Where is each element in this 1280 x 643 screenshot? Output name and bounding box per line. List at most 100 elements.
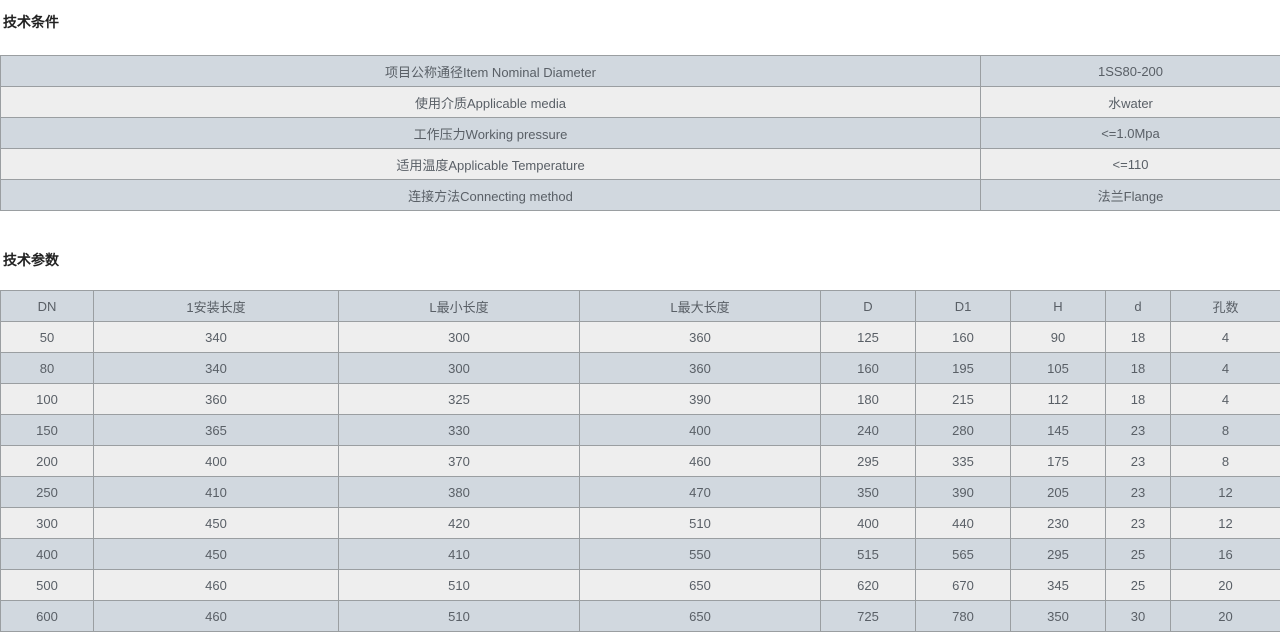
parameters-cell: 460 xyxy=(93,569,339,601)
parameters-cell: 295 xyxy=(1010,538,1106,570)
condition-label: 连接方法Connecting method xyxy=(0,179,981,211)
parameters-cell: 25 xyxy=(1105,538,1171,570)
parameters-cell: 330 xyxy=(338,414,580,446)
condition-row: 连接方法Connecting method 法兰Flange xyxy=(0,179,1280,211)
parameters-cell: 565 xyxy=(915,538,1011,570)
parameters-header-cell: d xyxy=(1105,290,1171,322)
parameters-cell: 510 xyxy=(338,569,580,601)
parameters-cell: 460 xyxy=(93,600,339,632)
parameters-cell: 300 xyxy=(338,352,580,384)
parameters-cell: 350 xyxy=(1010,600,1106,632)
condition-label: 适用温度Applicable Temperature xyxy=(0,148,981,180)
condition-row: 工作压力Working pressure <=1.0Mpa xyxy=(0,117,1280,149)
parameters-cell: 450 xyxy=(93,538,339,570)
condition-row: 项目公称通径Item Nominal Diameter 1SS80-200 xyxy=(0,55,1280,87)
parameters-cell: 200 xyxy=(0,445,94,477)
parameters-cell: 410 xyxy=(338,538,580,570)
parameters-header-cell: DN xyxy=(0,290,94,322)
parameters-cell: 335 xyxy=(915,445,1011,477)
parameters-cell: 150 xyxy=(0,414,94,446)
parameters-cell: 360 xyxy=(579,352,821,384)
parameters-cell: 90 xyxy=(1010,321,1106,353)
parameters-cell: 23 xyxy=(1105,507,1171,539)
parameters-row: 200 400 370 460 295 335 175 23 8 xyxy=(0,445,1280,477)
parameters-cell: 360 xyxy=(93,383,339,415)
parameters-cell: 18 xyxy=(1105,352,1171,384)
parameters-cell: 12 xyxy=(1170,476,1280,508)
parameters-cell: 450 xyxy=(93,507,339,539)
section-title-technical-conditions: 技术条件 xyxy=(3,14,59,30)
parameters-cell: 380 xyxy=(338,476,580,508)
parameters-cell: 510 xyxy=(579,507,821,539)
parameters-cell: 360 xyxy=(579,321,821,353)
parameters-cell: 470 xyxy=(579,476,821,508)
parameters-header-cell: D xyxy=(820,290,916,322)
parameters-cell: 650 xyxy=(579,600,821,632)
parameters-cell: 105 xyxy=(1010,352,1106,384)
parameters-cell: 25 xyxy=(1105,569,1171,601)
condition-label: 工作压力Working pressure xyxy=(0,117,981,149)
parameters-cell: 460 xyxy=(579,445,821,477)
parameters-cell: 300 xyxy=(338,321,580,353)
parameters-cell: 215 xyxy=(915,383,1011,415)
parameters-cell: 18 xyxy=(1105,321,1171,353)
parameters-cell: 175 xyxy=(1010,445,1106,477)
parameters-cell: 725 xyxy=(820,600,916,632)
parameters-cell: 240 xyxy=(820,414,916,446)
parameters-cell: 510 xyxy=(338,600,580,632)
parameters-cell: 600 xyxy=(0,600,94,632)
parameters-cell: 195 xyxy=(915,352,1011,384)
parameters-cell: 23 xyxy=(1105,414,1171,446)
parameters-cell: 670 xyxy=(915,569,1011,601)
parameters-row: 300 450 420 510 400 440 230 23 12 xyxy=(0,507,1280,539)
parameters-cell: 23 xyxy=(1105,476,1171,508)
condition-value: <=110 xyxy=(980,148,1280,180)
condition-value: 1SS80-200 xyxy=(980,55,1280,87)
parameters-cell: 205 xyxy=(1010,476,1106,508)
parameters-row: 80 340 300 360 160 195 105 18 4 xyxy=(0,352,1280,384)
technical-conditions-table: 项目公称通径Item Nominal Diameter 1SS80-200 使用介质… xyxy=(0,55,1280,211)
parameters-cell: 250 xyxy=(0,476,94,508)
parameters-cell: 112 xyxy=(1010,383,1106,415)
parameters-header-cell: D1 xyxy=(915,290,1011,322)
parameters-header-cell: 1安装长度 xyxy=(93,290,339,322)
parameters-cell: 4 xyxy=(1170,383,1280,415)
parameters-cell: 30 xyxy=(1105,600,1171,632)
parameters-cell: 620 xyxy=(820,569,916,601)
parameters-cell: 550 xyxy=(579,538,821,570)
parameters-cell: 4 xyxy=(1170,352,1280,384)
parameters-row: 250 410 380 470 350 390 205 23 12 xyxy=(0,476,1280,508)
parameters-cell: 345 xyxy=(1010,569,1106,601)
parameters-cell: 500 xyxy=(0,569,94,601)
parameters-cell: 80 xyxy=(0,352,94,384)
parameters-cell: 280 xyxy=(915,414,1011,446)
parameters-cell: 20 xyxy=(1170,569,1280,601)
parameters-cell: 400 xyxy=(93,445,339,477)
parameters-cell: 145 xyxy=(1010,414,1106,446)
parameters-header-cell: L最小长度 xyxy=(338,290,580,322)
parameters-cell: 4 xyxy=(1170,321,1280,353)
condition-row: 适用温度Applicable Temperature <=110 xyxy=(0,148,1280,180)
condition-label: 使用介质Applicable media xyxy=(0,86,981,118)
parameters-cell: 340 xyxy=(93,352,339,384)
parameters-row: 150 365 330 400 240 280 145 23 8 xyxy=(0,414,1280,446)
parameters-cell: 230 xyxy=(1010,507,1106,539)
parameters-row: 100 360 325 390 180 215 112 18 4 xyxy=(0,383,1280,415)
parameters-cell: 8 xyxy=(1170,445,1280,477)
parameters-cell: 350 xyxy=(820,476,916,508)
parameters-header-cell: H xyxy=(1010,290,1106,322)
parameters-row: 600 460 510 650 725 780 350 30 20 xyxy=(0,600,1280,632)
parameters-header-cell: L最大长度 xyxy=(579,290,821,322)
condition-value: 法兰Flange xyxy=(980,179,1280,211)
parameters-cell: 440 xyxy=(915,507,1011,539)
parameters-cell: 300 xyxy=(0,507,94,539)
parameters-cell: 515 xyxy=(820,538,916,570)
parameters-cell: 400 xyxy=(579,414,821,446)
parameters-cell: 23 xyxy=(1105,445,1171,477)
parameters-cell: 370 xyxy=(338,445,580,477)
parameters-cell: 125 xyxy=(820,321,916,353)
parameters-cell: 390 xyxy=(579,383,821,415)
parameters-cell: 390 xyxy=(915,476,1011,508)
parameters-cell: 20 xyxy=(1170,600,1280,632)
